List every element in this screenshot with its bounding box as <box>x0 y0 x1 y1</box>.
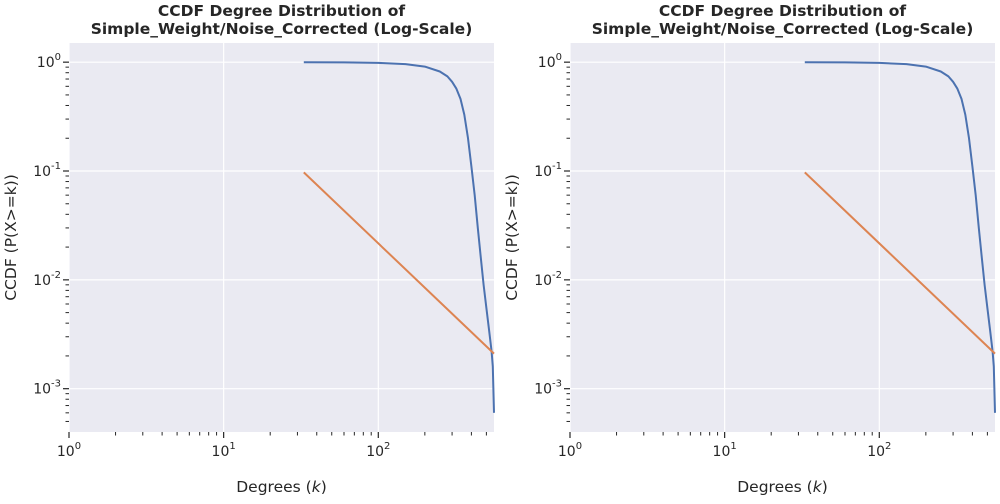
x-tick-exponent: 0 <box>576 441 582 452</box>
x-tick-label: 100 <box>57 441 81 460</box>
y-tick-label: 10-2 <box>534 270 562 289</box>
y-tick-base: 10 <box>534 273 552 289</box>
x-tick-base: 10 <box>212 444 230 460</box>
x-tick-exponent: 2 <box>384 441 390 452</box>
y-tick-label: 100 <box>538 52 562 71</box>
x-tick-base: 10 <box>867 444 885 460</box>
x-tick-base: 10 <box>713 444 731 460</box>
x-tick-base: 10 <box>57 444 75 460</box>
y-tick-base: 10 <box>37 55 55 71</box>
y-tick-base: 10 <box>33 273 51 289</box>
series-line-2 <box>804 171 996 355</box>
y-tick-label: 10-2 <box>33 270 61 289</box>
y-tick-label: 10-1 <box>534 161 562 180</box>
y-axis-label: CCDF (P(X>=k)) <box>2 174 20 301</box>
series-line-1 <box>303 61 495 413</box>
y-tick-base: 10 <box>538 55 556 71</box>
chart-title-line-2: Simple_Weight/Noise_Corrected (Log-Scale… <box>91 20 473 38</box>
y-tick-exponent: -2 <box>552 270 562 281</box>
x-axis-label-prefix: Degrees ( <box>236 478 311 496</box>
y-tick-base: 10 <box>534 164 552 180</box>
series-line-2 <box>303 171 495 355</box>
y-tick-exponent: -3 <box>51 379 61 390</box>
x-tick-exponent: 1 <box>229 441 235 452</box>
y-tick-exponent: -3 <box>552 379 562 390</box>
x-tick-base: 10 <box>366 444 384 460</box>
x-tick-exponent: 2 <box>885 441 891 452</box>
x-axis-label-suffix: ) <box>822 478 828 496</box>
y-tick-base: 10 <box>33 164 51 180</box>
chart-title-line-1: CCDF Degree Distribution of <box>158 2 405 20</box>
x-tick-label: 100 <box>558 441 582 460</box>
y-tick-exponent: -1 <box>51 161 61 172</box>
x-tick-label: 101 <box>212 441 236 460</box>
y-axis-label: CCDF (P(X>=k)) <box>503 174 521 301</box>
y-tick-exponent: 0 <box>55 52 61 63</box>
x-tick-label: 102 <box>867 441 891 460</box>
y-tick-label: 10-1 <box>33 161 61 180</box>
x-tick-label: 101 <box>713 441 737 460</box>
chart-title-line-2: Simple_Weight/Noise_Corrected (Log-Scale… <box>592 20 974 38</box>
x-axis-label-variable: k <box>813 478 823 496</box>
plot-background <box>69 43 494 432</box>
x-tick-exponent: 1 <box>730 441 736 452</box>
x-axis-label-suffix: ) <box>321 478 327 496</box>
x-axis-label: Degrees (k) <box>737 478 828 496</box>
y-tick-exponent: 0 <box>556 52 562 63</box>
x-axis-label-variable: k <box>312 478 322 496</box>
x-tick-label: 102 <box>366 441 390 460</box>
y-tick-exponent: -2 <box>51 270 61 281</box>
chart-title-line-1: CCDF Degree Distribution of <box>659 2 906 20</box>
x-tick-exponent: 0 <box>75 441 81 452</box>
y-tick-base: 10 <box>33 382 51 398</box>
y-tick-label: 100 <box>37 52 61 71</box>
x-axis-label: Degrees (k) <box>236 478 327 496</box>
y-tick-exponent: -1 <box>552 161 562 172</box>
y-tick-label: 10-3 <box>534 379 562 398</box>
series-line-1 <box>804 61 996 413</box>
y-tick-base: 10 <box>534 382 552 398</box>
x-tick-base: 10 <box>558 444 576 460</box>
x-axis-label-prefix: Degrees ( <box>737 478 812 496</box>
y-tick-label: 10-3 <box>33 379 61 398</box>
plot-background <box>570 43 995 432</box>
